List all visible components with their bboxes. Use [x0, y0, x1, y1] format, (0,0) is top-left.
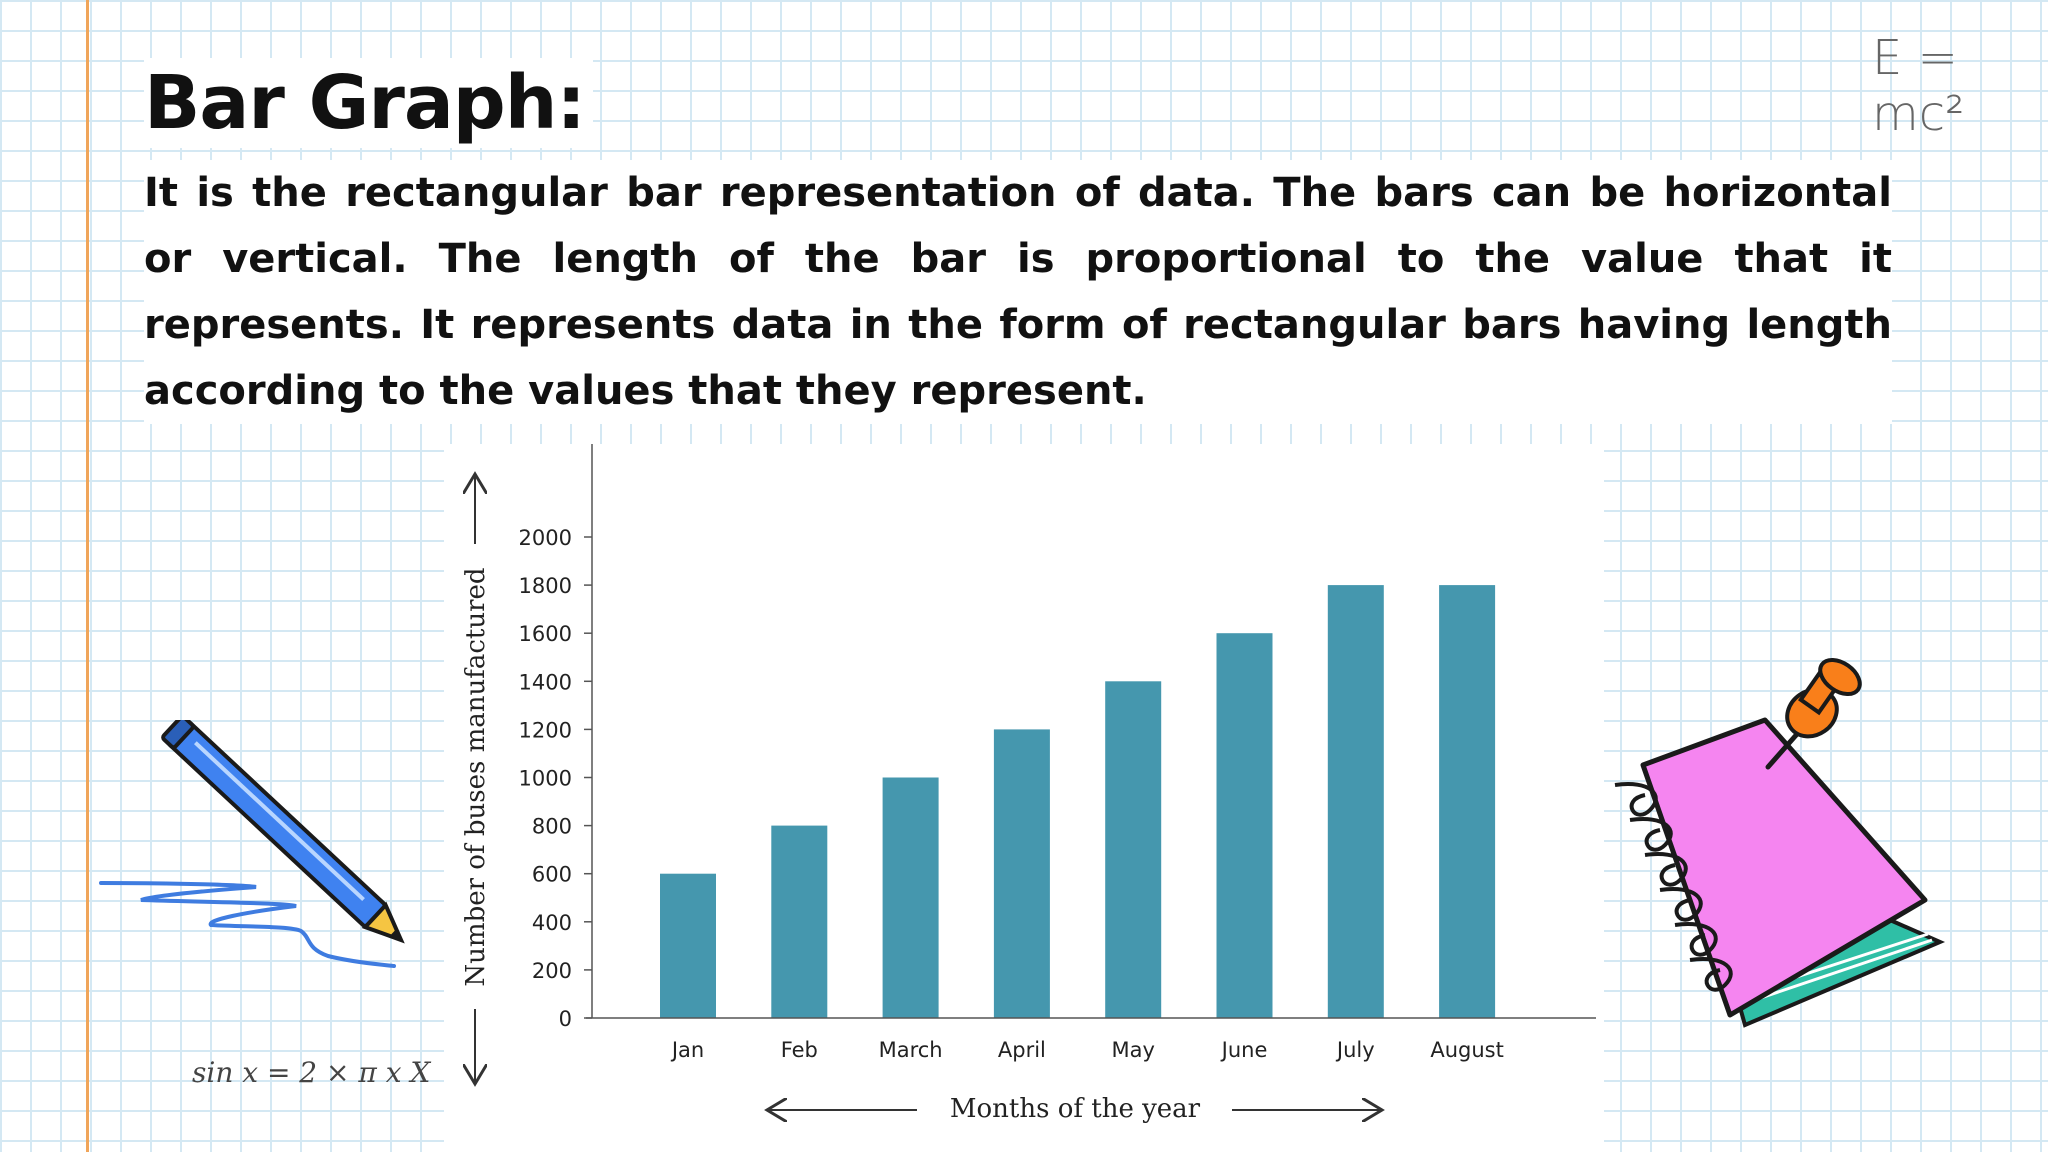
- y-tick-label: 200: [532, 959, 572, 983]
- bar-jan: [660, 873, 716, 1018]
- x-axis-title: Months of the year: [950, 1094, 1201, 1124]
- formula-emc2: E = mc²: [1872, 30, 1965, 142]
- y-tick-label: 800: [532, 815, 572, 839]
- bar-may: [1105, 681, 1162, 1018]
- slide-title: Bar Graph:: [144, 58, 594, 148]
- definition-paragraph: It is the rectangular bar representation…: [144, 160, 1892, 424]
- x-tick-label: April: [998, 1038, 1046, 1062]
- notebook-icon: [1614, 717, 1946, 1028]
- bar-june: [1216, 633, 1273, 1018]
- x-tick-label: July: [1335, 1038, 1375, 1062]
- x-tick-label: June: [1220, 1038, 1268, 1062]
- y-tick-label: 600: [532, 863, 572, 887]
- x-tick-label: May: [1111, 1038, 1154, 1062]
- bar-chart: 0 200 400 600 800 1000 1200 1400 1600 1800 2000 Ja…: [461, 444, 1596, 1124]
- x-tick-label: August: [1430, 1038, 1504, 1062]
- y-tick-label: 1800: [519, 574, 572, 598]
- formula-sin: sin x = 2 × π x X: [192, 1056, 431, 1089]
- pencil-icon: [99, 720, 405, 968]
- x-tick-label: Feb: [781, 1038, 818, 1062]
- y-tick-label: 1000: [519, 767, 572, 791]
- bar-august: [1439, 585, 1496, 1018]
- y-tick-label: 400: [532, 911, 572, 935]
- y-tick-label: 1400: [519, 670, 572, 694]
- bar-march: [882, 777, 939, 1018]
- pushpin-icon: [1765, 657, 1862, 770]
- chart-panel: 0 200 400 600 800 1000 1200 1400 1600 1800 2000 Ja…: [444, 444, 1604, 1152]
- bar-april: [993, 729, 1050, 1018]
- y-tick-label: 0: [559, 1007, 572, 1031]
- bar-feb: [771, 825, 828, 1018]
- bar-july: [1327, 585, 1384, 1018]
- notebook-margin-line: [86, 0, 89, 1152]
- y-axis-title: Number of buses manufactured: [461, 567, 491, 986]
- y-tick-label: 1200: [519, 718, 572, 742]
- x-tick-label: March: [879, 1038, 943, 1062]
- y-tick-label: 1600: [519, 622, 572, 646]
- x-tick-label: Jan: [670, 1038, 704, 1062]
- y-tick-label: 2000: [519, 526, 572, 550]
